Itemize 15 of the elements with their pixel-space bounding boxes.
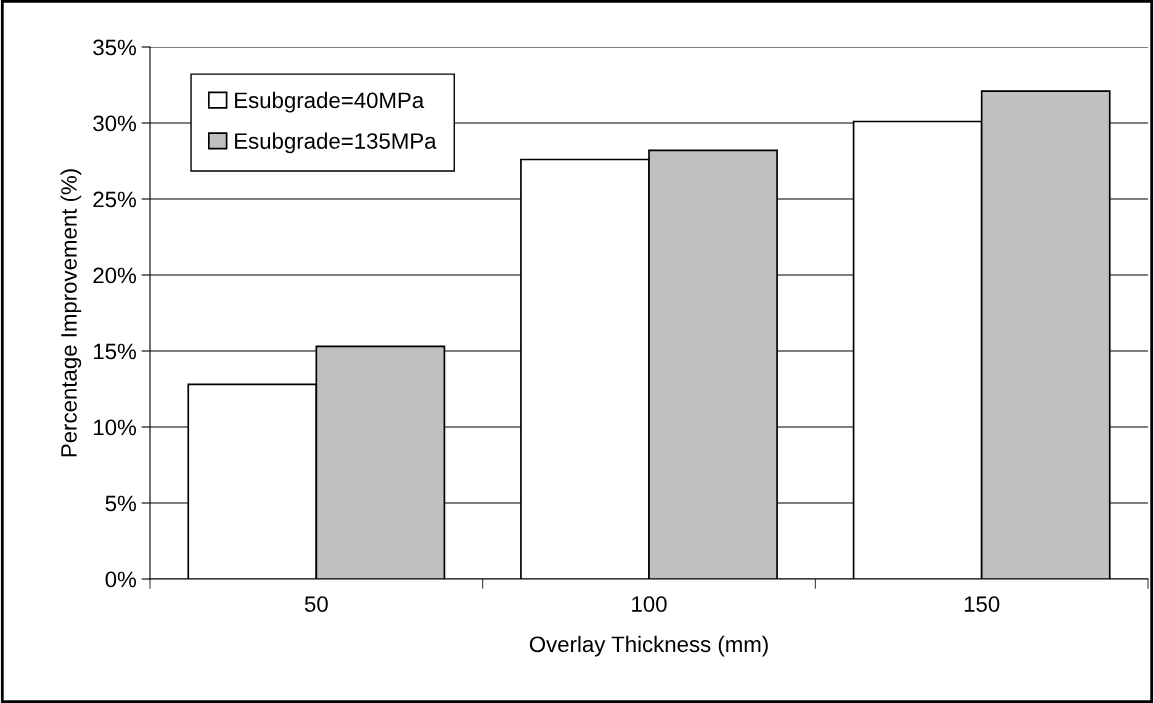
x-tick-label: 150: [964, 596, 1000, 612]
y-tick-label: 35%: [93, 39, 137, 56]
y-tick-label: 25%: [93, 191, 137, 208]
legend-label: Esubgrade=135MPa: [235, 132, 437, 154]
y-tick-label: 0%: [105, 571, 137, 588]
y-tick-label: 20%: [93, 267, 137, 284]
y-tick-label: 10%: [94, 419, 137, 436]
x-tick-label: 50: [304, 596, 328, 612]
x-tick-label: 100: [632, 596, 667, 612]
legend-label: Esubgrade=40MPa: [235, 91, 425, 113]
y-axis-title: Percentage Improvement (%): [60, 169, 82, 457]
x-axis-title: Overlay Thickness (mm): [529, 635, 768, 657]
y-tick-label: 30%: [93, 115, 137, 132]
y-tick-label: 5%: [105, 495, 137, 512]
y-tick-label: 15%: [94, 343, 137, 360]
